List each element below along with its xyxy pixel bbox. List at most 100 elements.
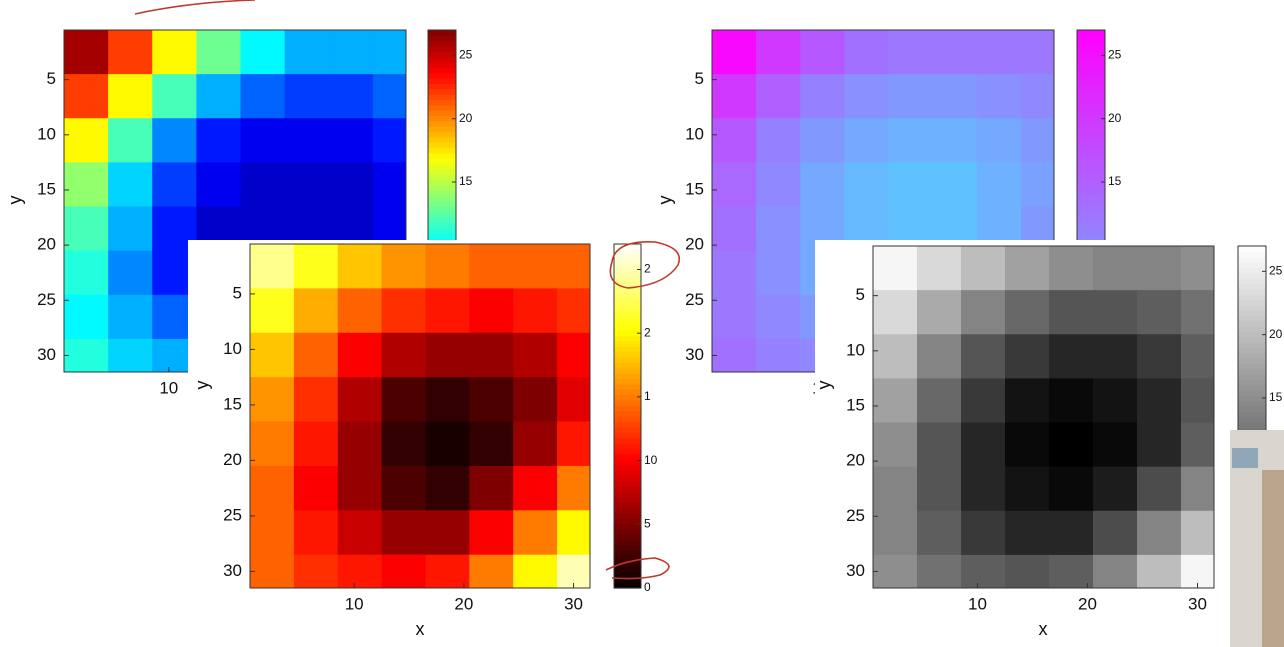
heatmap-cell	[1049, 334, 1094, 379]
colorbar-tick-label: 15	[1269, 390, 1283, 404]
heatmap-cell	[1005, 334, 1050, 379]
colorbar-tick-label: 0	[644, 580, 651, 594]
heatmap-cell	[1093, 378, 1138, 424]
heatmap-cell	[196, 162, 242, 208]
heatmap-cell	[1005, 290, 1050, 335]
heatmap-cell	[293, 244, 339, 289]
heatmap-cell	[250, 244, 295, 289]
colorbar-segment	[1077, 179, 1105, 186]
heatmap-cell	[712, 338, 757, 373]
heatmap-cell	[557, 377, 591, 423]
colorbar-segment	[614, 399, 641, 406]
colorbar-segment	[614, 545, 641, 551]
pen-stroke	[134, 0, 256, 15]
heatmap-cell	[469, 421, 514, 467]
colorbar-segment	[1238, 347, 1266, 354]
colorbar-segment	[428, 110, 456, 117]
heatmap-cell	[293, 377, 339, 423]
colorbar-segment	[614, 313, 641, 320]
colorbar-segment	[428, 206, 456, 213]
colorbar-segment	[1077, 56, 1105, 63]
heatmap-cell	[1093, 290, 1138, 335]
y-tick-label: 15	[685, 179, 704, 198]
colorbar-segment	[1077, 46, 1105, 52]
heatmap-cell	[1137, 334, 1182, 379]
colorbar-segment	[1238, 358, 1266, 365]
heatmap-cell	[108, 206, 153, 252]
heatmap-cell	[469, 244, 514, 289]
heatmap-cell	[1049, 554, 1094, 589]
colorbar-segment	[1077, 211, 1105, 218]
annotations	[134, 0, 680, 580]
colorbar-segment	[1077, 51, 1105, 58]
colorbar-segment	[614, 383, 641, 390]
heatmap-cell	[284, 30, 330, 75]
heatmap-cell	[513, 244, 558, 289]
heatmap-cell	[1181, 246, 1215, 291]
heatmap-cell	[1137, 290, 1182, 335]
heatmap-cell	[1093, 422, 1138, 468]
heatmap-cell	[240, 30, 286, 75]
colorbar-segment	[428, 62, 456, 69]
colorbar-segment	[1238, 395, 1266, 402]
x-tick-label: 10	[345, 594, 364, 613]
heatmap-cell	[1020, 30, 1055, 75]
heatmap-cell	[844, 162, 890, 208]
y-axis-label: y	[655, 196, 675, 205]
heatmap-cell	[152, 30, 197, 75]
pen-stroke	[605, 557, 670, 580]
heatmap-cell	[372, 74, 407, 119]
colorbar-segment	[1077, 72, 1105, 79]
y-tick-label: 25	[685, 290, 704, 309]
heatmap-cell	[64, 30, 109, 75]
heatmap-cell	[425, 510, 470, 556]
colorbar-segment	[1238, 278, 1266, 285]
y-axis-label: y	[814, 381, 834, 390]
colorbar-segment	[614, 330, 641, 336]
heatmap-cell	[1137, 466, 1182, 512]
colorbar-segment	[1077, 174, 1105, 181]
heatmap-cell	[888, 162, 934, 208]
colorbar-segment	[1238, 310, 1266, 317]
colorbar-segment	[1077, 35, 1105, 42]
y-tick-label: 15	[37, 179, 56, 198]
colorbar-segment	[1077, 126, 1105, 133]
heatmap-cell	[1093, 510, 1138, 556]
colorbar-segment	[428, 233, 456, 240]
heatmap-cell	[557, 510, 591, 556]
heatmap-cell	[1181, 334, 1215, 379]
colorbar-segment	[614, 244, 641, 250]
heatmap-cell	[381, 465, 426, 511]
colorbar-segment	[1238, 256, 1266, 263]
colorbar-segment	[614, 480, 641, 487]
heatmap-cell	[1020, 74, 1055, 119]
heatmap-cell	[337, 288, 383, 334]
colorbar-tick-label: 2	[644, 325, 651, 339]
y-axis-label: y	[192, 381, 212, 390]
x-axis-label: x	[416, 619, 425, 639]
heatmap-cell	[284, 74, 330, 119]
colorbar-tick-label: 5	[644, 516, 651, 530]
heatmap-cell	[1181, 554, 1215, 589]
heatmap-cell	[381, 244, 426, 289]
colorbar-segment	[1077, 62, 1105, 69]
colorbar-segment	[428, 158, 456, 165]
heatmap-cell	[293, 554, 339, 589]
colorbar-segment	[428, 147, 456, 154]
colorbar-segment	[1077, 40, 1105, 47]
heatmap-cell	[469, 377, 514, 423]
y-tick-label: 10	[846, 340, 865, 359]
heatmap-cell	[425, 377, 470, 423]
colorbar-segment	[1077, 222, 1105, 229]
heatmap-cell	[337, 465, 383, 511]
colorbar-segment	[1238, 374, 1266, 381]
colorbar-segment	[614, 577, 641, 584]
heatmap-cell	[240, 74, 286, 119]
heatmap-cell	[513, 510, 558, 556]
colorbar-segment	[1238, 368, 1266, 375]
colorbar-segment	[428, 179, 456, 186]
heatmap-cell	[513, 377, 558, 423]
heatmap-cell	[961, 510, 1006, 556]
heatmap-cell	[64, 338, 109, 373]
colorbar-segment	[428, 46, 456, 52]
